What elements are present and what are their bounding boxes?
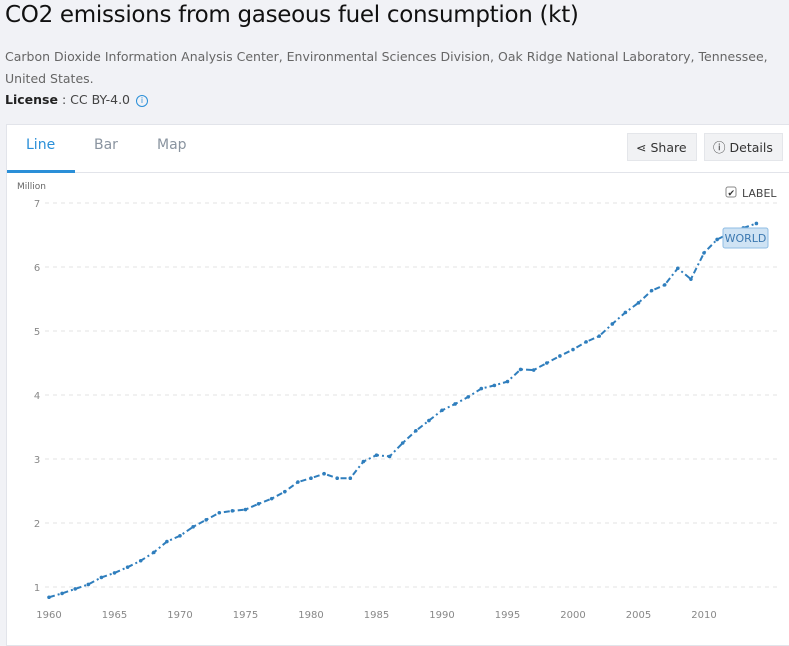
series-label: WORLD	[725, 232, 767, 245]
data-point	[400, 441, 405, 445]
data-point	[165, 539, 169, 544]
details-label: Details	[729, 140, 773, 155]
data-point	[584, 340, 588, 344]
data-point	[99, 575, 104, 580]
tab-bar[interactable]: Bar	[94, 137, 118, 153]
x-tick-label: 1960	[36, 610, 61, 621]
data-point	[112, 571, 117, 575]
data-point	[269, 496, 274, 501]
chart-tabs: Line Bar Map ⋖ Share ⓘ Details	[7, 125, 789, 173]
y-axis-unit: Million	[17, 182, 46, 192]
data-point	[571, 347, 575, 352]
data-point	[361, 459, 366, 464]
details-button[interactable]: ⓘ Details	[704, 133, 783, 161]
y-tick-label: 7	[34, 199, 40, 210]
data-point	[309, 476, 313, 481]
data-point	[531, 368, 536, 372]
data-point	[597, 334, 601, 338]
x-tick-label: 1975	[233, 610, 258, 621]
data-point	[178, 534, 182, 538]
y-tick-label: 6	[34, 263, 40, 274]
data-point	[191, 525, 195, 529]
data-point	[322, 471, 326, 476]
series-line-world	[48, 222, 757, 599]
data-point	[636, 301, 641, 305]
data-point	[335, 476, 340, 481]
data-point	[623, 310, 628, 315]
license: License : CC BY-4.0 i	[5, 92, 149, 107]
data-point	[217, 510, 222, 515]
share-button[interactable]: ⋖ Share	[627, 133, 697, 161]
license-label: License	[5, 92, 58, 107]
x-tick-label: 2010	[691, 610, 716, 621]
label-checkbox[interactable]	[725, 186, 737, 198]
chart-card: Line Bar Map ⋖ Share ⓘ Details	[6, 124, 789, 646]
data-point	[387, 454, 392, 459]
data-point	[243, 507, 248, 512]
info-circle-icon: ⓘ	[713, 140, 726, 155]
data-point	[414, 429, 418, 433]
active-tab-indicator	[7, 170, 75, 173]
info-icon[interactable]: i	[136, 95, 149, 107]
series-label-box	[722, 227, 769, 249]
x-tick-label: 2005	[626, 610, 651, 621]
x-tick-label: 1995	[495, 610, 520, 621]
data-point	[256, 502, 261, 506]
data-point	[230, 509, 235, 513]
data-point	[86, 582, 91, 587]
x-tick-label: 1980	[298, 610, 323, 621]
data-point	[466, 395, 471, 399]
tab-line[interactable]: Line	[26, 137, 56, 153]
x-tick-label: 1970	[167, 610, 192, 621]
data-point	[649, 288, 654, 293]
data-point	[152, 550, 156, 555]
data-point	[545, 361, 549, 365]
data-point	[518, 367, 523, 372]
x-tick-label: 1965	[102, 610, 127, 621]
data-point	[754, 221, 759, 226]
data-point	[505, 379, 510, 384]
data-point	[60, 591, 64, 596]
share-label: Share	[650, 140, 687, 155]
license-value: : CC BY-4.0	[61, 92, 131, 107]
y-tick-label: 2	[34, 519, 40, 530]
data-point	[296, 480, 300, 484]
data-point	[689, 277, 693, 281]
y-tick-label: 3	[34, 455, 40, 466]
x-tick-label: 1985	[364, 610, 389, 621]
label-toggle-text[interactable]: LABEL	[742, 187, 777, 200]
share-icon: ⋖	[636, 140, 647, 155]
data-point	[348, 476, 353, 481]
y-tick-label: 1	[34, 583, 40, 594]
data-point	[492, 383, 497, 388]
data-point	[662, 283, 667, 287]
line-chart: Million 1 2 3 4 5 6 7 1960 1965 1970 1975 1980 1985 1…	[17, 182, 781, 621]
data-point	[283, 489, 287, 494]
data-point	[440, 408, 444, 413]
data-point	[479, 386, 484, 391]
data-point	[453, 402, 457, 406]
page-title: CO2 emissions from gaseous fuel consumpt…	[5, 2, 579, 28]
data-point	[702, 251, 706, 255]
data-point	[125, 565, 130, 569]
source-text: Carbon Dioxide Information Analysis Cent…	[5, 49, 768, 86]
data-point	[676, 266, 680, 271]
data-point	[610, 322, 615, 326]
x-tick-label: 1990	[429, 610, 454, 621]
tab-map[interactable]: Map	[157, 137, 187, 153]
y-tick-label: 5	[34, 327, 40, 338]
y-tick-label: 4	[34, 391, 40, 402]
data-point	[374, 453, 379, 457]
data-point	[558, 354, 562, 358]
data-point	[715, 237, 719, 242]
data-point	[204, 518, 208, 522]
data-point	[427, 418, 431, 423]
check-icon: ✔	[728, 189, 736, 199]
data-point	[47, 595, 51, 600]
data-point	[138, 558, 143, 563]
x-tick-label: 2000	[560, 610, 585, 621]
data-point	[73, 587, 77, 591]
